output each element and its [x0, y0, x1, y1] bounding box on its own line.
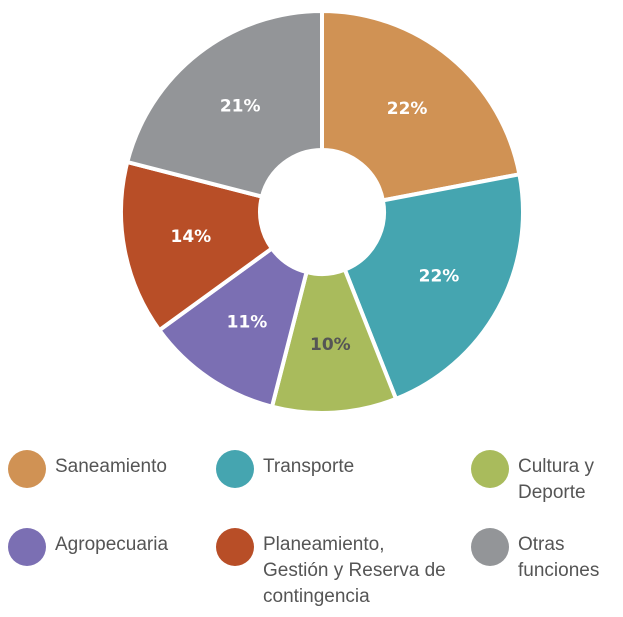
slice	[124, 8, 324, 200]
slice-label: 14%	[171, 227, 212, 247]
slice	[320, 8, 522, 203]
slice-label: 21%	[220, 97, 261, 117]
slice-label: 22%	[387, 99, 428, 119]
legend-label: Planeamiento, Gestión y Reserva de conti…	[263, 534, 446, 607]
legend-item: Otras funciones	[471, 528, 618, 584]
slice	[119, 159, 275, 333]
legend-swatch	[471, 528, 509, 566]
legend-item: Cultura y Deporte	[471, 450, 618, 506]
legend-item: Transporte	[216, 450, 448, 488]
legend-label: Otras funciones	[518, 534, 600, 581]
legend-label: Saneamiento	[55, 456, 167, 477]
slice	[342, 171, 525, 402]
legend-swatch	[216, 450, 254, 488]
legend-swatch	[8, 528, 46, 566]
slice-label: 22%	[419, 266, 460, 286]
legend-item: Saneamiento	[8, 450, 205, 488]
legend-item: Planeamiento, Gestión y Reserva de conti…	[216, 528, 448, 610]
legend-label: Cultura y Deporte	[518, 456, 595, 503]
legend-item: Agropecuaria	[8, 528, 205, 566]
slice	[269, 267, 399, 415]
legend-label: Transporte	[263, 456, 355, 477]
slice-label: 10%	[310, 335, 351, 355]
legend-swatch	[216, 528, 254, 566]
legend-swatch	[471, 450, 509, 488]
legend-swatch	[8, 450, 46, 488]
legend-label: Agropecuaria	[55, 534, 169, 555]
slice-label: 11%	[227, 312, 268, 332]
slice	[156, 245, 310, 410]
chart: 22% 22% 10% 11% 14% 21%	[119, 8, 525, 415]
